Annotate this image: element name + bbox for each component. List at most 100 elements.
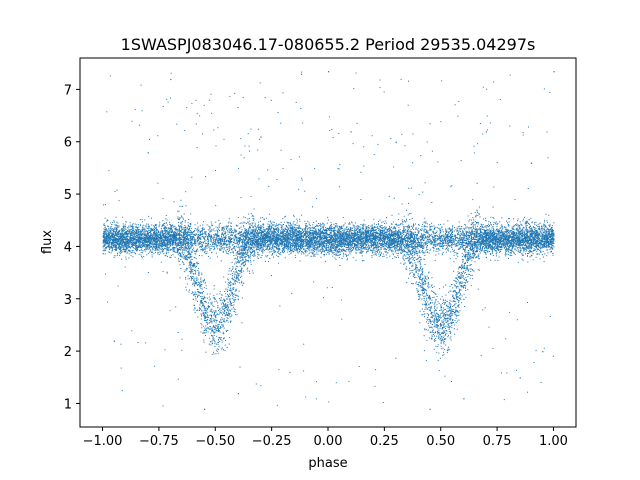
data-point	[219, 300, 221, 302]
data-point	[452, 313, 454, 315]
data-point	[307, 239, 309, 241]
data-point	[413, 233, 415, 235]
data-point	[341, 242, 343, 243]
data-point	[527, 246, 529, 248]
data-point	[299, 218, 301, 220]
data-point	[152, 251, 153, 253]
data-point	[462, 233, 464, 235]
data-point	[217, 240, 219, 242]
data-point	[417, 248, 419, 250]
data-point	[262, 248, 264, 250]
data-point	[114, 246, 116, 248]
data-point	[249, 257, 251, 259]
data-point	[207, 302, 209, 304]
data-point	[148, 226, 150, 228]
data-point	[338, 257, 340, 258]
data-point	[257, 249, 259, 251]
data-point	[481, 234, 483, 236]
data-point	[521, 254, 523, 256]
data-point	[440, 317, 442, 319]
data-point	[115, 247, 117, 249]
data-point	[368, 238, 370, 239]
data-point	[428, 277, 429, 279]
data-point	[534, 237, 536, 239]
data-point	[488, 225, 490, 227]
data-point	[240, 260, 242, 262]
data-point	[248, 217, 250, 219]
data-point	[186, 245, 188, 247]
data-point	[438, 236, 439, 238]
data-point	[431, 312, 433, 314]
data-point	[117, 244, 119, 246]
data-point	[263, 246, 265, 248]
data-point	[160, 246, 162, 247]
data-point	[501, 225, 503, 227]
data-point	[401, 235, 403, 237]
data-point	[190, 227, 192, 229]
data-point	[202, 279, 204, 281]
data-point	[452, 295, 454, 297]
data-point	[500, 246, 502, 248]
data-point	[439, 229, 441, 231]
data-point	[240, 235, 242, 237]
data-point	[429, 306, 431, 308]
data-point	[480, 243, 482, 245]
data-point	[122, 223, 124, 225]
data-point	[203, 287, 205, 289]
data-point	[489, 250, 490, 252]
data-point	[296, 224, 298, 226]
data-point	[229, 249, 231, 251]
data-point	[227, 318, 229, 319]
data-point	[232, 295, 234, 297]
data-point	[298, 236, 300, 238]
data-point	[238, 290, 240, 292]
data-point	[130, 246, 132, 248]
data-point	[323, 243, 325, 245]
data-point	[294, 246, 296, 248]
data-point	[129, 237, 131, 239]
data-point	[424, 316, 425, 318]
data-point	[230, 290, 232, 292]
data-point	[234, 314, 236, 316]
data-point	[411, 256, 413, 258]
data-point	[223, 244, 224, 246]
data-point	[424, 304, 426, 305]
data-point	[514, 248, 516, 250]
data-point	[320, 225, 322, 227]
data-point	[353, 236, 355, 237]
data-point	[140, 242, 142, 243]
data-point	[222, 251, 224, 253]
data-point	[447, 248, 449, 250]
data-point	[290, 249, 292, 251]
data-point	[300, 253, 302, 255]
data-point	[436, 230, 438, 232]
data-point	[236, 276, 237, 278]
data-point	[418, 223, 419, 225]
data-point	[200, 278, 202, 280]
data-point	[472, 256, 474, 258]
data-point	[433, 241, 435, 243]
data-point	[446, 333, 448, 335]
data-point	[449, 333, 451, 334]
data-point	[439, 357, 441, 359]
data-point	[373, 226, 375, 228]
data-point	[443, 335, 445, 337]
data-point	[506, 244, 508, 246]
data-point	[309, 243, 311, 244]
data-point	[369, 234, 371, 236]
data-point	[456, 305, 458, 307]
data-point	[467, 256, 469, 257]
data-point	[515, 249, 517, 251]
data-point	[107, 244, 109, 246]
data-point	[437, 331, 439, 333]
data-point	[203, 281, 204, 283]
data-point	[443, 323, 445, 324]
data-point	[525, 226, 527, 228]
data-point	[367, 226, 369, 228]
data-point	[301, 242, 303, 244]
data-point	[417, 240, 419, 242]
data-point	[236, 288, 238, 290]
data-point	[456, 298, 458, 300]
data-point	[527, 238, 529, 240]
data-point	[499, 236, 501, 238]
